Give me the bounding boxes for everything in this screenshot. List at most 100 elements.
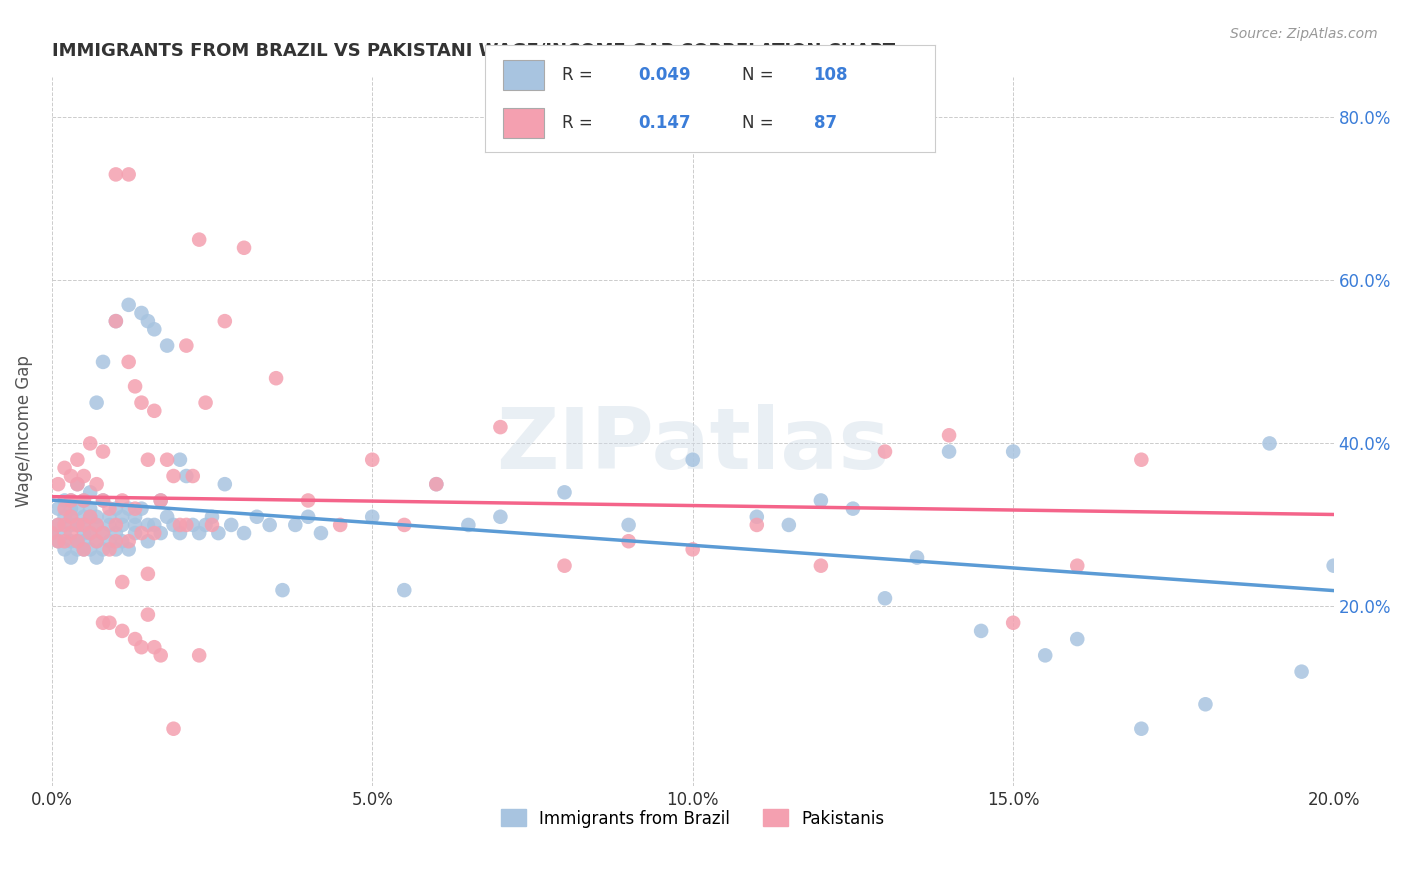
Point	[46, 517, 69, 532]
Point	[970, 624, 993, 638]
Point	[136, 314, 159, 328]
Point	[91, 526, 114, 541]
Point	[104, 517, 127, 532]
Point	[98, 517, 121, 532]
Point	[1258, 436, 1281, 450]
Point	[66, 501, 89, 516]
Point	[553, 485, 575, 500]
Point	[682, 452, 704, 467]
Point	[111, 517, 134, 532]
Point	[91, 542, 114, 557]
Point	[86, 477, 108, 491]
Point	[156, 509, 179, 524]
Point	[136, 607, 159, 622]
Point	[91, 444, 114, 458]
Point	[156, 452, 179, 467]
Point	[131, 501, 153, 516]
Point	[1066, 558, 1088, 573]
Point	[219, 517, 242, 532]
Point	[104, 168, 127, 182]
Point	[873, 444, 896, 458]
Point	[1130, 452, 1153, 467]
Point	[66, 542, 89, 557]
Point	[79, 501, 101, 516]
Point	[66, 517, 89, 532]
Point	[104, 534, 127, 549]
Point	[810, 493, 832, 508]
Point	[143, 526, 166, 541]
Point	[938, 444, 960, 458]
Point	[131, 640, 153, 655]
Point	[873, 591, 896, 606]
Point	[745, 517, 768, 532]
Point	[124, 509, 146, 524]
Text: R =: R =	[561, 66, 598, 84]
Point	[136, 452, 159, 467]
Point	[149, 493, 172, 508]
Point	[214, 477, 236, 491]
Point	[53, 509, 76, 524]
Text: 87: 87	[814, 114, 837, 132]
Point	[118, 168, 141, 182]
Point	[176, 517, 198, 532]
Text: N =: N =	[741, 114, 779, 132]
Text: 0.147: 0.147	[638, 114, 690, 132]
Point	[297, 493, 319, 508]
Point	[149, 648, 172, 663]
Point	[188, 526, 211, 541]
Y-axis label: Wage/Income Gap: Wage/Income Gap	[15, 355, 32, 508]
Point	[91, 493, 114, 508]
Point	[118, 501, 141, 516]
Point	[361, 509, 384, 524]
Point	[73, 542, 96, 557]
Point	[124, 501, 146, 516]
Point	[59, 493, 82, 508]
Point	[86, 395, 108, 409]
Point	[86, 517, 108, 532]
Point	[111, 534, 134, 549]
Point	[1066, 632, 1088, 646]
Point	[66, 477, 89, 491]
Point	[271, 583, 294, 598]
Point	[1130, 722, 1153, 736]
Point	[111, 574, 134, 589]
Point	[124, 526, 146, 541]
Point	[111, 493, 134, 508]
Point	[86, 517, 108, 532]
Point	[124, 379, 146, 393]
Point	[98, 534, 121, 549]
FancyBboxPatch shape	[503, 108, 544, 137]
Point	[778, 517, 800, 532]
Point	[264, 371, 287, 385]
Point	[46, 534, 69, 549]
Point	[394, 583, 416, 598]
Point	[842, 501, 865, 516]
Point	[59, 469, 82, 483]
Point	[73, 517, 96, 532]
Point	[53, 493, 76, 508]
Point	[59, 501, 82, 516]
Point	[143, 404, 166, 418]
Point	[169, 526, 191, 541]
Point	[86, 550, 108, 565]
Point	[617, 534, 640, 549]
Point	[284, 517, 307, 532]
Point	[1323, 558, 1346, 573]
Point	[59, 493, 82, 508]
Point	[66, 534, 89, 549]
Point	[1291, 665, 1313, 679]
Point	[181, 517, 204, 532]
Point	[745, 509, 768, 524]
Point	[79, 509, 101, 524]
Point	[41, 526, 63, 541]
Point	[201, 517, 224, 532]
Point	[111, 509, 134, 524]
Point	[118, 355, 141, 369]
Point	[104, 314, 127, 328]
Point	[207, 526, 229, 541]
Point	[86, 534, 108, 549]
Point	[162, 722, 184, 736]
Point	[156, 338, 179, 352]
Point	[73, 534, 96, 549]
Point	[149, 526, 172, 541]
